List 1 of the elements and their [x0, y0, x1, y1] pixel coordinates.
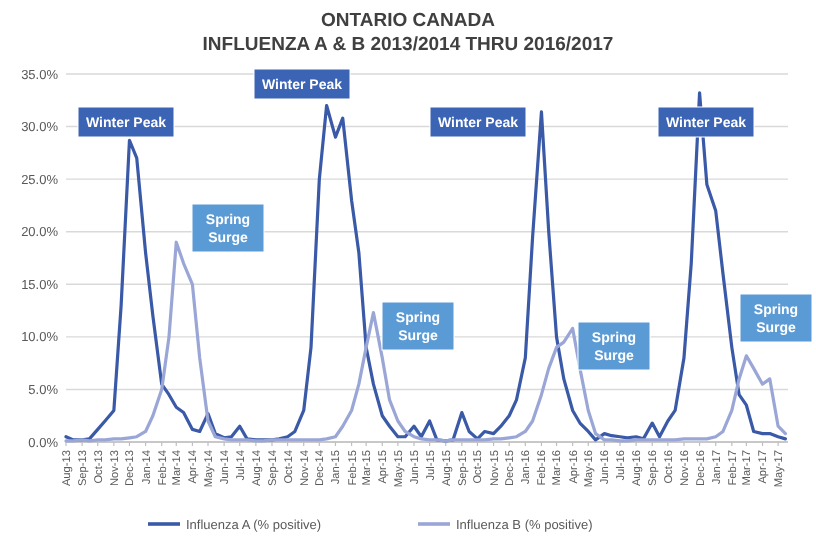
chart-title: ONTARIO CANADA INFLUENZA A & B 2013/2014 THRU 2016/2017: [202, 10, 614, 56]
